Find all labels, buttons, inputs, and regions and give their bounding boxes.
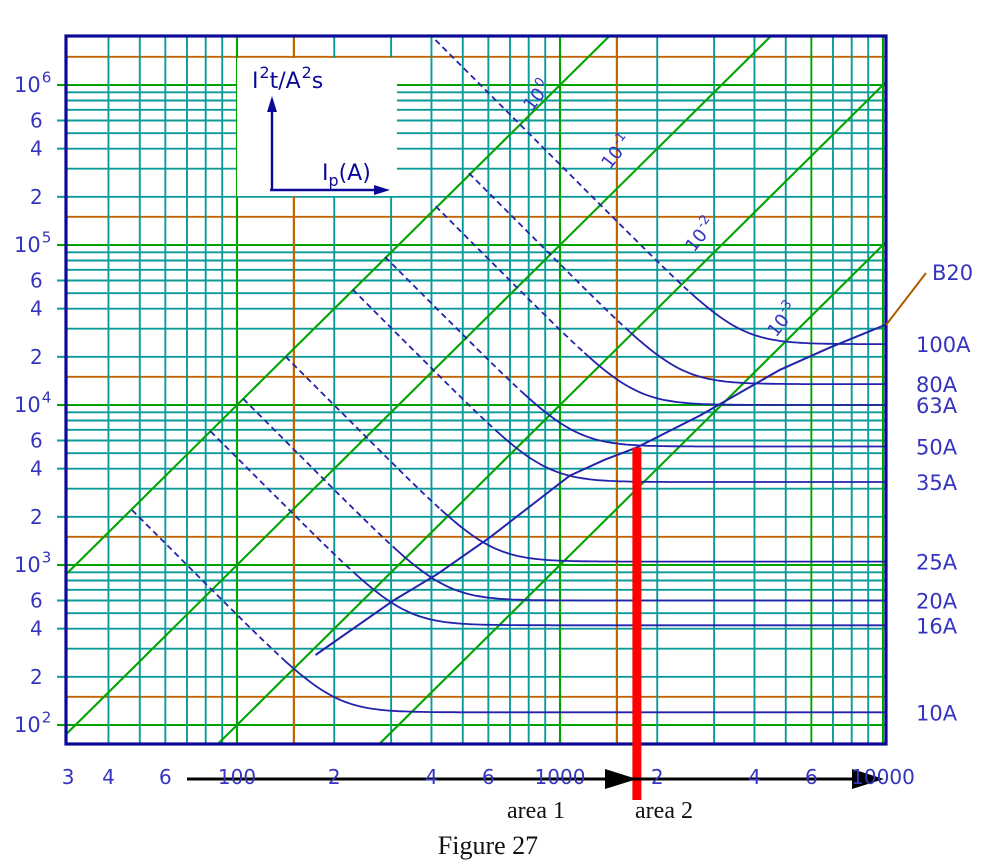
- svg-text:2: 2: [30, 505, 43, 529]
- fuse-curve-50A: [384, 256, 526, 396]
- fuse-curve-16A: [209, 430, 356, 574]
- b20-callout: B20: [885, 261, 973, 326]
- svg-text:6: 6: [805, 765, 818, 789]
- fuse-curve-10A: [283, 659, 886, 714]
- svg-text:105: 105: [14, 229, 51, 257]
- svg-text:10A: 10A: [916, 701, 958, 725]
- b20-curve-path: [314, 323, 887, 656]
- svg-text:16A: 16A: [916, 614, 958, 638]
- grid-vertical-lines: [107, 36, 885, 744]
- svg-text:4: 4: [425, 765, 438, 789]
- svg-text:10000: 10000: [851, 765, 915, 789]
- svg-text:50A: 50A: [916, 436, 958, 460]
- svg-text:25A: 25A: [916, 551, 958, 575]
- fuse-curve-80A: [629, 331, 886, 385]
- svg-text:4: 4: [30, 297, 43, 321]
- area1-label: area 1: [507, 798, 565, 824]
- svg-text:6: 6: [30, 428, 43, 452]
- fuse-curve-35A: [351, 288, 496, 431]
- svg-text:20A: 20A: [916, 589, 958, 613]
- svg-text:100: 100: [218, 765, 256, 789]
- svg-text:106: 106: [14, 69, 51, 97]
- area2-label: area 2: [635, 798, 693, 824]
- svg-text:I2t/A2s: I2t/A2s: [252, 63, 323, 94]
- fuse-curve-50A: [523, 393, 886, 448]
- fuse-curve-80A: [468, 172, 631, 333]
- svg-text:Ip(A): Ip(A): [322, 161, 371, 190]
- x-axis-arrow: [187, 769, 884, 789]
- svg-text:10-3: 10-3: [761, 297, 803, 341]
- fuse-curves: [131, 39, 886, 714]
- fuse-curve-100A: [689, 291, 886, 345]
- fuse-curve-63A: [583, 352, 886, 406]
- svg-text:4: 4: [748, 765, 761, 789]
- fuse-curve-63A: [435, 205, 586, 354]
- svg-text:3: 3: [62, 765, 75, 789]
- red-marker-line: [632, 447, 642, 800]
- svg-text:6: 6: [159, 765, 172, 789]
- svg-text:4: 4: [30, 617, 43, 641]
- svg-text:2: 2: [651, 765, 664, 789]
- svg-text:2: 2: [30, 665, 43, 689]
- svg-text:104: 104: [14, 389, 51, 417]
- svg-text:35A: 35A: [916, 471, 958, 495]
- fuse-curve-16A: [353, 572, 886, 627]
- svg-text:2: 2: [30, 185, 43, 209]
- fuse-curve-25A: [284, 355, 442, 511]
- fuse-curve-100A: [434, 39, 691, 293]
- svg-text:63A: 63A: [916, 394, 958, 418]
- svg-text:6: 6: [30, 588, 43, 612]
- svg-text:100A: 100A: [916, 333, 971, 357]
- axis-labels: 106 105 104 103 102 2 4 6 2 4 6 2 4 6 2 4 6 3 4 6 100 2 4 6 1000…: [14, 69, 915, 789]
- b20-curve: [314, 323, 887, 656]
- legend-axes-symbol: I2t/A2s Ip(A): [237, 58, 397, 196]
- svg-text:2: 2: [30, 345, 43, 369]
- fuse-curve-10A: [131, 509, 285, 661]
- svg-text:B20: B20: [932, 261, 973, 285]
- svg-text:1000: 1000: [535, 765, 586, 789]
- svg-text:80A: 80A: [916, 373, 958, 397]
- svg-text:10-1: 10-1: [595, 129, 637, 173]
- fuse-curve-35A: [494, 429, 886, 483]
- figure-caption: Figure 27: [437, 831, 539, 860]
- svg-text:2: 2: [328, 765, 341, 789]
- plot-border: [64, 34, 888, 746]
- svg-text:4: 4: [102, 765, 115, 789]
- svg-text:102: 102: [14, 709, 51, 737]
- svg-text:6: 6: [482, 765, 495, 789]
- svg-text:6: 6: [30, 108, 43, 132]
- svg-text:4: 4: [30, 457, 43, 481]
- svg-text:4: 4: [30, 137, 43, 161]
- svg-text:103: 103: [14, 549, 51, 577]
- svg-text:6: 6: [30, 268, 43, 292]
- fuse-curve-25A: [440, 508, 886, 563]
- time-lines: [65, 35, 887, 745]
